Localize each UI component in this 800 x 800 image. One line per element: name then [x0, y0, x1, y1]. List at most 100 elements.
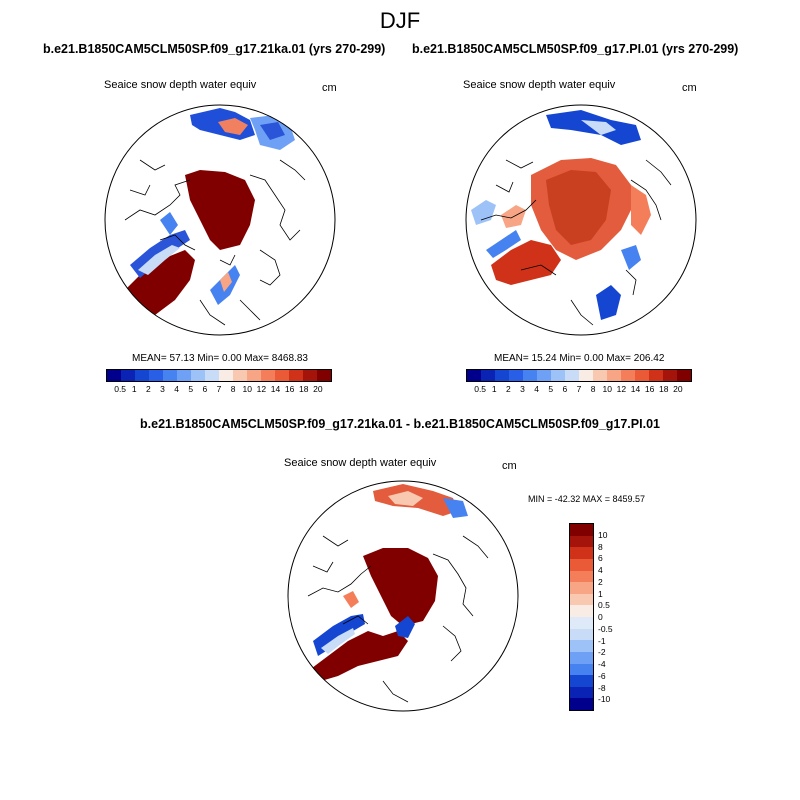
- right-colorbar-swatch: [495, 370, 509, 381]
- left-colorbar-tick-label: 8: [230, 384, 236, 394]
- right-colorbar-tick-label: 18: [659, 384, 669, 394]
- right-colorbar-swatch: [523, 370, 537, 381]
- diff-colorbar-swatch: [570, 593, 593, 606]
- diff-field-label: Seaice snow depth water equiv: [284, 457, 437, 469]
- right-colorbar-tick-label: 7: [576, 384, 582, 394]
- right-colorbar-swatch: [481, 370, 495, 381]
- diff-colorbar-swatch: [570, 605, 593, 617]
- left-colorbar-tick-label: 14: [270, 384, 281, 394]
- diff-colorbar-swatch: [570, 698, 593, 710]
- left-colorbar-tick-label: 2: [146, 384, 151, 394]
- diff-units: cm: [502, 460, 517, 472]
- diff-central-ice: [363, 548, 438, 626]
- left-colorbar-tick-label: 12: [256, 384, 267, 394]
- left-colorbar-ticks: 0.5 1 2 3 4 5 6 7 8 10 12 14 16 18 20: [106, 384, 332, 396]
- right-colorbar-tick-label: 20: [673, 384, 683, 394]
- right-colorbar-tick-label: 10: [602, 384, 612, 394]
- right-stats: MEAN= 15.24 Min= 0.00 Max= 206.42: [494, 353, 665, 364]
- right-colorbar-swatch: [621, 370, 635, 381]
- diff-lower-ice: [308, 631, 408, 681]
- left-field-label: Seaice snow depth water equiv: [104, 79, 257, 91]
- right-colorbar-swatch: [607, 370, 621, 381]
- diff-colorbar-swatch: [570, 686, 593, 699]
- right-bottom-blue-patch: [596, 285, 621, 320]
- diff-colorbar-tick-label: 2: [598, 576, 603, 587]
- diff-colorbar-tick-label: 1: [598, 588, 603, 599]
- diff-colorbar-swatch: [570, 547, 593, 559]
- diff-panel-title: b.e21.B1850CAM5CLM50SP.f09_g17.21ka.01 -…: [140, 417, 660, 431]
- diff-colorbar-swatch: [570, 640, 593, 652]
- right-units: cm: [682, 82, 697, 94]
- diff-colorbar-tick-label: 10: [598, 529, 608, 540]
- left-colorbar-swatch: [261, 370, 275, 381]
- diff-colorbar-tick-label: -2: [598, 647, 606, 658]
- diff-colorbar-tick-label: 0.5: [598, 600, 610, 611]
- right-colorbar-tick-label: 5: [548, 384, 554, 394]
- left-stats: MEAN= 57.13 Min= 0.00 Max= 8468.83: [132, 353, 308, 364]
- right-colorbar-swatch: [509, 370, 523, 381]
- diff-colorbar-tick-label: -10: [598, 694, 611, 705]
- diff-colorbar-swatch: [570, 663, 593, 676]
- left-colorbar-tick-label: 10: [242, 384, 252, 394]
- diff-colorbar-tick-label: 6: [598, 553, 603, 564]
- left-colorbar-swatch: [177, 370, 191, 381]
- right-colorbar-tick-label: 0.5: [474, 384, 487, 394]
- right-map: [465, 104, 697, 336]
- left-colorbar-tick-label: 7: [216, 384, 222, 394]
- right-colorbar-tick-label: 12: [616, 384, 627, 394]
- diff-colorbar-tick-label: 0: [598, 612, 603, 622]
- left-colorbar-swatch: [275, 370, 289, 381]
- left-colorbar-swatch: [121, 370, 135, 381]
- left-colorbar-swatch: [135, 370, 149, 381]
- diff-colorbar-swatch: [570, 558, 593, 571]
- diff-colorbar-swatch: [570, 570, 593, 583]
- diff-colorbar-ticks: 10 8 6 4 2 1 0.5 0 -0.5 -1 -2 -4 -6 -8 -10: [598, 523, 628, 711]
- right-colorbar-swatch: [593, 370, 607, 381]
- right-colorbar-swatch: [579, 370, 593, 381]
- right-colorbar-swatch: [663, 370, 677, 381]
- left-colorbar-swatch: [233, 370, 247, 381]
- right-colorbar-tick-label: 3: [520, 384, 525, 394]
- right-colorbar-swatch: [565, 370, 579, 381]
- diff-colorbar-swatch: [570, 524, 593, 536]
- diff-colorbar-swatch: [570, 535, 593, 548]
- diff-colorbar-tick-label: -4: [598, 659, 606, 669]
- left-colorbar-tick-label: 6: [202, 384, 208, 394]
- left-colorbar: [106, 369, 332, 382]
- right-colorbar-swatch: [551, 370, 565, 381]
- diff-colorbar-swatch: [570, 675, 593, 687]
- right-colorbar-tick-label: 8: [590, 384, 596, 394]
- left-colorbar-tick-label: 1: [131, 384, 137, 394]
- diff-colorbar-tick-label: 4: [598, 565, 603, 575]
- left-colorbar-swatch: [303, 370, 317, 381]
- left-units: cm: [322, 82, 337, 94]
- diff-right-blue-patch: [395, 616, 415, 638]
- right-colorbar-swatch: [467, 370, 481, 381]
- season-title: DJF: [379, 8, 421, 33]
- right-colorbar-swatch: [537, 370, 551, 381]
- right-colorbar-tick-label: 2: [506, 384, 511, 394]
- left-colorbar-swatch: [163, 370, 177, 381]
- left-colorbar-tick-label: 4: [174, 384, 179, 394]
- left-top-red-region: [218, 118, 248, 135]
- left-colorbar-tick-label: 18: [299, 384, 309, 394]
- right-colorbar-tick-label: 14: [630, 384, 641, 394]
- left-colorbar-swatch: [107, 370, 121, 381]
- left-colorbar-tick-label: 0.5: [114, 384, 127, 394]
- right-lower-ice: [491, 240, 561, 285]
- left-colorbar-swatch: [205, 370, 219, 381]
- diff-colorbar-tick-label: -1: [598, 635, 606, 646]
- left-colorbar-swatch: [149, 370, 163, 381]
- right-colorbar: [466, 369, 692, 382]
- left-colorbar-swatch: [191, 370, 205, 381]
- right-colorbar-swatch: [677, 370, 691, 381]
- left-central-ice: [185, 170, 255, 250]
- left-colorbar-swatch: [317, 370, 331, 381]
- diff-minmax: MIN = -42.32 MAX = 8459.57: [528, 494, 646, 504]
- diff-colorbar-tick-label: -0.5: [598, 623, 613, 634]
- right-panel-title: b.e21.B1850CAM5CLM50SP.f09_g17.PI.01 (yr…: [412, 42, 739, 56]
- left-colorbar-tick-label: 3: [160, 384, 165, 394]
- right-colorbar-swatch: [635, 370, 649, 381]
- left-colorbar-tick-label: 16: [284, 384, 295, 394]
- diff-colorbar: [569, 523, 594, 711]
